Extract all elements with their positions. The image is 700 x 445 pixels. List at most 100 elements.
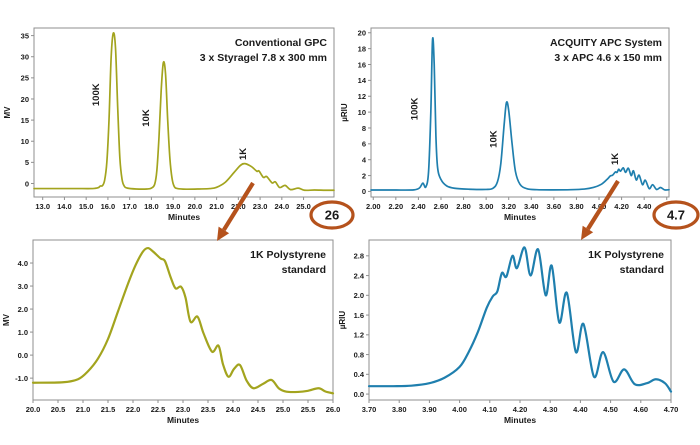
x-tick-label: 19.0 <box>166 202 181 211</box>
annotation-arrow-gpc-1k-zoom-arrow <box>222 181 255 232</box>
x-tick-label: 4.70 <box>664 405 679 414</box>
peak-label: 100K <box>91 83 102 106</box>
x-tick-label: 4.60 <box>633 405 648 414</box>
x-tick-label: 23.0 <box>253 202 268 211</box>
chart-title-line: Conventional GPC <box>235 37 328 49</box>
chart-title-line: 3 x APC 4.6 x 150 mm <box>554 52 662 64</box>
runtime-badge <box>652 200 700 230</box>
chart-title-line: 1K Polystyrene <box>588 249 664 261</box>
x-tick-label: 16.0 <box>101 202 116 211</box>
y-tick-label: 15 <box>21 116 29 125</box>
y-tick-label: 2.0 <box>18 305 28 314</box>
y-tick-label: 18 <box>358 44 366 53</box>
trace-gpc-1k-zoom <box>31 246 335 395</box>
y-tick-label: 0 <box>362 187 366 196</box>
x-tick-label: 3.80 <box>392 405 407 414</box>
y-tick-label: 4 <box>362 156 367 165</box>
peak-label: 1K <box>238 148 249 160</box>
y-tick-label: 0.4 <box>354 370 365 379</box>
y-tick-label: 8 <box>362 124 366 133</box>
chart-title-line: 3 x Styragel 7.8 x 300 mm <box>200 52 327 64</box>
x-tick-label: 25.0 <box>276 405 291 414</box>
x-tick-label: 23.5 <box>201 405 216 414</box>
y-tick-label: 25 <box>21 74 29 83</box>
x-tick-label: 23.0 <box>176 405 191 414</box>
y-tick-label: 30 <box>21 53 29 62</box>
y-tick-label: 2.8 <box>354 252 364 261</box>
y-tick-label: 0.0 <box>354 390 364 399</box>
x-tick-label: 20.0 <box>188 202 203 211</box>
annotation-arrow-apc-1k-zoom-arrow <box>586 179 620 231</box>
peak-label: 10K <box>141 109 152 127</box>
y-tick-label: 20 <box>358 29 366 38</box>
y-tick-label: 35 <box>21 31 29 40</box>
x-tick-label: 2.00 <box>366 202 381 211</box>
x-tick-label: 3.90 <box>422 405 437 414</box>
trace-apc-1k-zoom <box>367 246 673 393</box>
peak-label: 10K <box>488 130 499 148</box>
x-tick-label: 3.60 <box>547 202 562 211</box>
y-tick-label: 4.0 <box>18 259 28 268</box>
x-tick-label: 21.0 <box>76 405 91 414</box>
x-tick-label: 25.0 <box>296 202 311 211</box>
x-tick-label: 21.0 <box>209 202 224 211</box>
x-tick-label: 24.0 <box>226 405 241 414</box>
runtime-badge-value: 26 <box>325 208 339 223</box>
chart-title-line: ACQUITY APC System <box>550 37 662 49</box>
x-tick-label: 4.30 <box>543 405 558 414</box>
x-tick-label: 26.0 <box>326 405 341 414</box>
x-tick-label: 3.20 <box>501 202 516 211</box>
x-tick-label: 4.20 <box>614 202 629 211</box>
x-tick-label: 24.5 <box>251 405 266 414</box>
y-tick-label: 3.0 <box>18 282 28 291</box>
y-tick-label: 2.4 <box>354 271 365 280</box>
y-tick-label: -1.0 <box>15 374 28 383</box>
chart-title-line: standard <box>620 264 664 276</box>
runtime-badge <box>309 200 355 230</box>
x-tick-label: 15.0 <box>79 202 94 211</box>
x-tick-label: 24.0 <box>275 202 290 211</box>
x-tick-label: 20.0 <box>26 405 41 414</box>
y-axis-title: µRIU <box>340 103 349 122</box>
y-axis-title: MV <box>3 106 12 119</box>
x-tick-label: 4.00 <box>452 405 467 414</box>
x-axis-title: Minutes <box>167 415 199 425</box>
x-tick-label: 14.0 <box>57 202 72 211</box>
x-tick-label: 4.40 <box>573 405 588 414</box>
y-tick-label: 2.0 <box>354 291 364 300</box>
x-tick-label: 3.00 <box>479 202 494 211</box>
x-tick-label: 17.0 <box>122 202 137 211</box>
y-tick-label: 1.6 <box>354 311 364 320</box>
y-axis-title: MV <box>2 313 11 326</box>
trace-acquity-apc <box>370 37 670 191</box>
x-tick-label: 2.40 <box>411 202 426 211</box>
x-tick-label: 3.70 <box>362 405 377 414</box>
x-tick-label: 13.0 <box>35 202 50 211</box>
y-tick-label: 0.8 <box>354 350 364 359</box>
x-tick-label: 2.20 <box>389 202 404 211</box>
y-tick-label: 12 <box>358 92 366 101</box>
chart-title-line: standard <box>282 264 326 276</box>
x-tick-label: 2.80 <box>456 202 471 211</box>
x-tick-label: 25.5 <box>301 405 316 414</box>
y-tick-label: 10 <box>21 137 29 146</box>
y-tick-label: 16 <box>358 60 366 69</box>
x-tick-label: 22.5 <box>151 405 166 414</box>
arrowhead-icon <box>581 225 594 240</box>
trace-conventional-gpc <box>33 31 335 192</box>
x-tick-label: 4.20 <box>513 405 528 414</box>
chart-title-line: 1K Polystyrene <box>250 249 326 261</box>
y-tick-label: 1.2 <box>354 331 364 340</box>
x-axis-title: Minutes <box>504 415 536 425</box>
plot-border-conventional-gpc <box>33 27 335 198</box>
arrowhead-icon <box>217 226 230 241</box>
y-tick-label: 2 <box>362 171 366 180</box>
y-tick-label: 0.0 <box>18 351 28 360</box>
x-tick-label: 3.40 <box>524 202 539 211</box>
y-tick-label: 5 <box>25 158 29 167</box>
x-axis-title: Minutes <box>168 212 200 222</box>
runtime-badge-value: 4.7 <box>667 208 685 223</box>
y-tick-label: 10 <box>358 108 366 117</box>
x-tick-label: 3.80 <box>569 202 584 211</box>
x-tick-label: 4.10 <box>482 405 497 414</box>
